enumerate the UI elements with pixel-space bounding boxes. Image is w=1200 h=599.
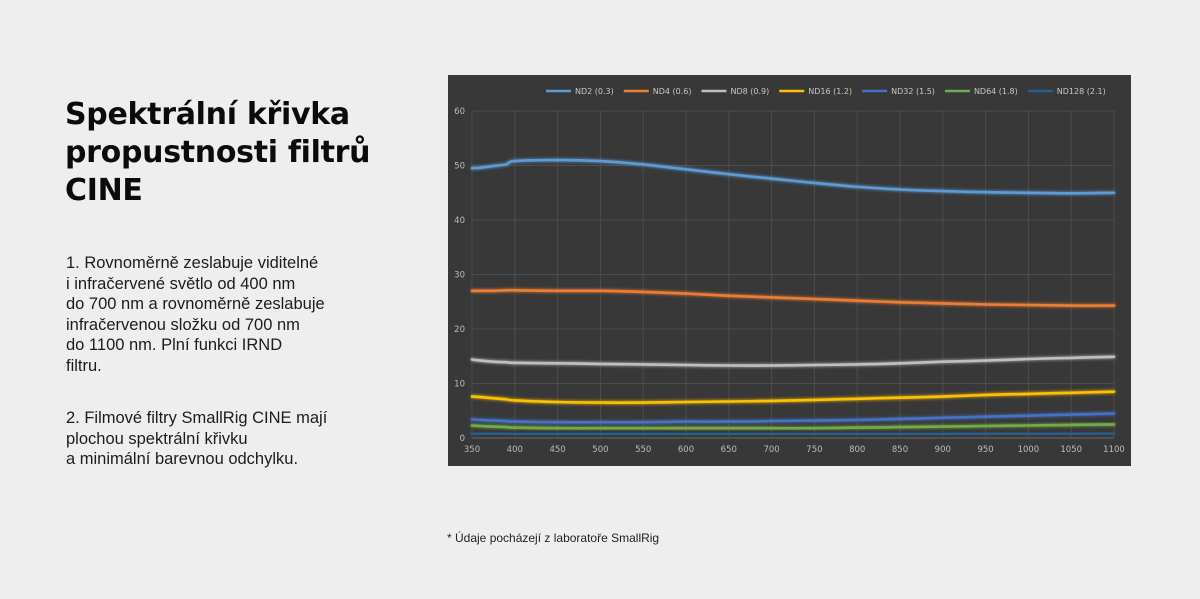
chart-axes: 0 10 20 30 40 50 60 350 400 450 500 550 600 650 700 750… [454, 107, 1125, 455]
series-line [470, 423, 1116, 430]
description-paragraph-1: 1. Rovnoměrně zeslabuje viditelné i infr… [66, 254, 325, 375]
series-line [470, 431, 1116, 436]
series-line [470, 355, 1116, 367]
legend-label: ND16 (1.2) [808, 87, 852, 96]
x-tick-label: 1100 [1103, 445, 1125, 455]
legend-label: ND4 (0.6) [653, 87, 692, 96]
x-tick-label: 500 [592, 445, 608, 455]
x-tick-label: 950 [977, 445, 993, 455]
legend-label: ND32 (1.5) [891, 87, 935, 96]
y-tick-label: 60 [454, 107, 465, 117]
x-tick-label: 750 [806, 445, 822, 455]
legend-label: ND8 (0.9) [731, 87, 770, 96]
chart-svg: 0 10 20 30 40 50 60 350 400 450 500 550 600 650 700 750… [454, 87, 1125, 455]
series-line [470, 412, 1116, 424]
legend-label: ND64 (1.8) [974, 87, 1018, 96]
x-tick-label: 350 [464, 445, 480, 455]
x-tick-label: 650 [721, 445, 737, 455]
legend-label: ND128 (2.1) [1057, 87, 1106, 96]
x-tick-label: 450 [549, 445, 565, 455]
y-tick-label: 10 [454, 380, 465, 390]
legend-label: ND2 (0.3) [575, 87, 614, 96]
x-tick-label: 1000 [1018, 445, 1040, 455]
footnote: * Údaje pocházejí z laboratoře SmallRig [447, 531, 660, 545]
chart-series [470, 158, 1116, 436]
y-tick-label: 50 [454, 162, 465, 172]
series-line [470, 158, 1116, 195]
x-tick-label: 550 [635, 445, 651, 455]
series-line [470, 390, 1116, 404]
x-tick-label: 600 [678, 445, 694, 455]
x-tick-label: 800 [849, 445, 865, 455]
y-tick-label: 0 [460, 434, 465, 444]
y-tick-label: 20 [454, 325, 465, 335]
transmission-chart: 0 10 20 30 40 50 60 350 400 450 500 550 600 650 700 750… [448, 75, 1131, 466]
page-title: Spektrální křivka propustnosti filtrů CI… [65, 97, 371, 208]
y-tick-label: 40 [454, 216, 465, 226]
x-tick-label: 850 [892, 445, 908, 455]
y-tick-label: 30 [454, 271, 465, 281]
x-tick-label: 400 [507, 445, 523, 455]
chart-legend: ND2 (0.3) ND4 (0.6) ND8 (0.9) ND16 (1.2) ND3… [546, 87, 1106, 96]
x-tick-label: 900 [935, 445, 951, 455]
x-tick-label: 1050 [1060, 445, 1082, 455]
description-paragraph-2: 2. Filmové filtry SmallRig CINE mají plo… [66, 409, 328, 468]
x-tick-label: 700 [763, 445, 779, 455]
series-line [470, 288, 1116, 307]
